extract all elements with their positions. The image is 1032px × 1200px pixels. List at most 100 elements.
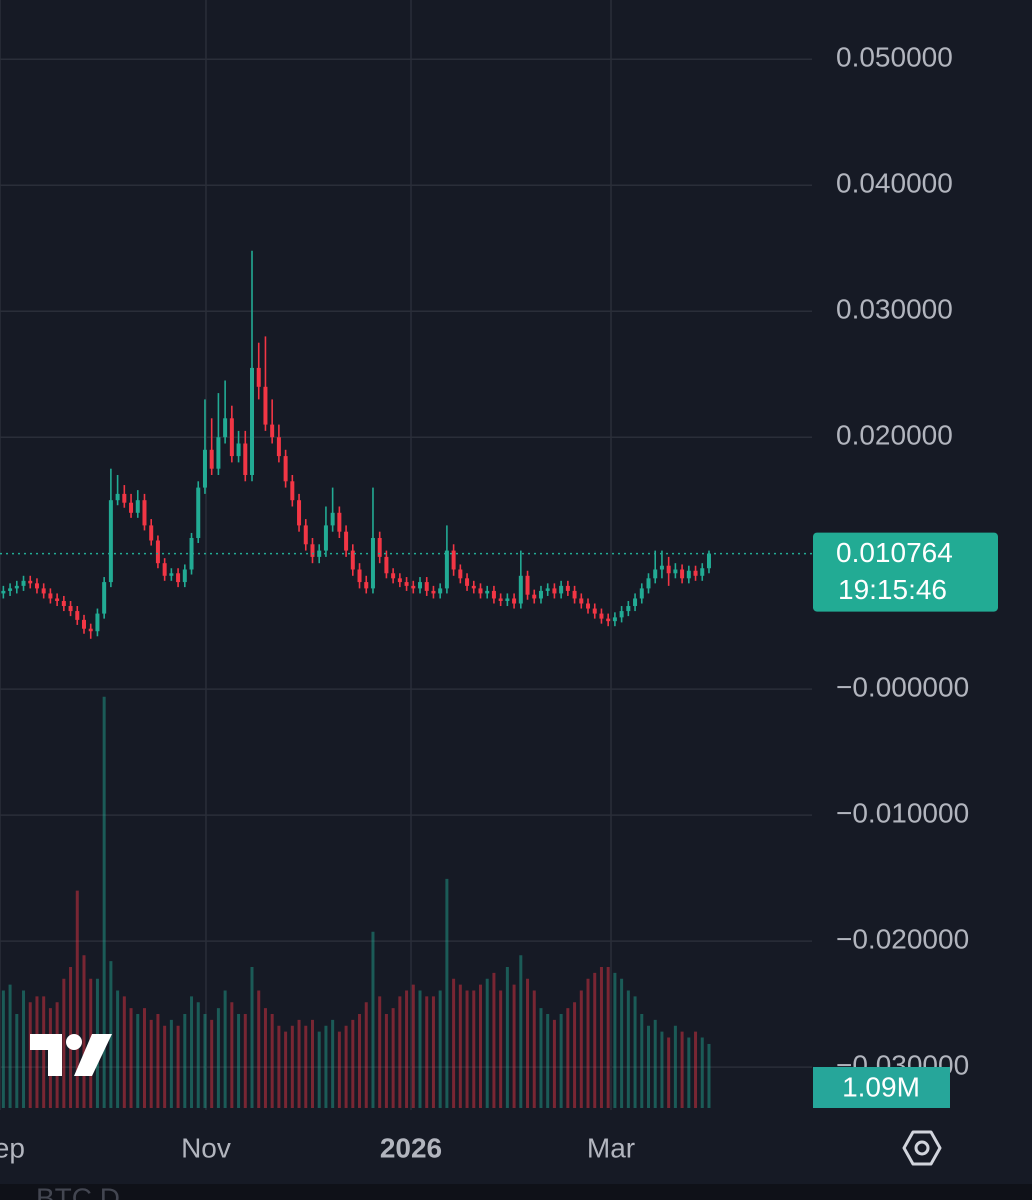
volume-bar — [445, 878, 449, 1108]
volume-bar — [284, 1031, 288, 1108]
candle-body — [357, 569, 362, 583]
volume-bar — [425, 996, 429, 1108]
candle-body — [653, 569, 658, 579]
candle-body — [229, 418, 234, 457]
candle-body — [666, 565, 671, 574]
volume-bar — [257, 990, 261, 1108]
candle-body — [404, 582, 409, 586]
volume-bar — [505, 967, 509, 1108]
candle-body — [162, 563, 167, 576]
symbol-label: BTC.D — [36, 1182, 120, 1200]
candle-body — [256, 367, 261, 387]
settings-icon[interactable] — [902, 1130, 942, 1166]
candle-body — [377, 537, 382, 557]
volume-bar — [156, 1014, 160, 1108]
candle-body — [236, 443, 241, 457]
volume-bar — [599, 967, 603, 1108]
candle-body — [176, 573, 181, 583]
candle-body — [330, 512, 335, 526]
last-price-box — [813, 532, 998, 612]
candle-body — [485, 590, 490, 594]
candle-body — [418, 582, 423, 589]
candle-body — [565, 585, 570, 591]
volume-bar — [667, 1037, 671, 1108]
candle-body — [149, 525, 154, 541]
volume-bar — [297, 1019, 301, 1108]
volume-bar — [210, 1019, 214, 1108]
volume-bar — [344, 1025, 348, 1108]
candle-body — [659, 565, 664, 570]
volume-bar — [183, 1014, 187, 1108]
volume-bar — [458, 984, 462, 1108]
volume-bar — [8, 984, 12, 1108]
candle-body — [612, 617, 617, 622]
candle-body — [370, 537, 375, 589]
volume-bar — [371, 931, 375, 1108]
volume-bar — [15, 1014, 19, 1108]
volume-bar — [405, 990, 409, 1108]
volume-bar — [270, 1014, 274, 1108]
candle-body — [491, 590, 496, 599]
volume-bar — [626, 990, 630, 1108]
volume-bar — [465, 990, 469, 1108]
candle-body — [323, 525, 328, 551]
y-tick-label: −0.000000 — [836, 672, 969, 703]
volume-bar — [237, 1014, 241, 1108]
candle-body — [135, 500, 140, 513]
volume-bar — [337, 1031, 341, 1108]
bottom-panel — [0, 1184, 1032, 1200]
volume-label: 1.09M — [842, 1071, 920, 1102]
grid — [0, 0, 812, 1110]
volume-bar — [499, 990, 503, 1108]
volume-bar — [512, 984, 516, 1108]
volume-bar — [546, 1014, 550, 1108]
candle-body — [297, 500, 302, 526]
volume-bar — [526, 978, 530, 1108]
volume-bar — [700, 1037, 704, 1108]
volume-box — [813, 1067, 950, 1108]
candle-body — [88, 628, 93, 632]
candle-body — [182, 569, 187, 583]
volume-bar — [169, 1019, 173, 1108]
candle-body — [411, 585, 416, 589]
volume-bar — [1, 990, 5, 1108]
volume-bar — [606, 967, 610, 1108]
candle-body — [538, 590, 543, 599]
candle-body — [142, 500, 147, 526]
candle-body — [250, 367, 255, 475]
candle-body — [14, 585, 19, 589]
candle-body — [75, 611, 80, 620]
candle-body — [102, 582, 107, 614]
candle-body — [216, 437, 221, 469]
candle-body — [189, 537, 194, 570]
volume-bar — [230, 1002, 234, 1108]
candle-body — [68, 606, 73, 612]
volume-bar — [384, 1014, 388, 1108]
volume-bar — [492, 972, 496, 1108]
candle-body — [639, 588, 644, 599]
volume-bar — [190, 996, 194, 1108]
candle-body — [95, 613, 100, 632]
candle-body — [686, 570, 691, 579]
candle-body — [693, 570, 698, 576]
volume-bar — [438, 990, 442, 1108]
volume-bar — [176, 1025, 180, 1108]
candle-body — [444, 550, 449, 589]
candle-body — [552, 588, 557, 594]
candle-body — [196, 487, 201, 538]
candle-body — [424, 582, 429, 591]
volume-bar — [351, 1019, 355, 1108]
candle-body — [633, 598, 638, 607]
volume-bar — [472, 990, 476, 1108]
candle-body — [646, 578, 651, 589]
volume-bar — [75, 890, 79, 1108]
candle-body — [122, 493, 127, 503]
volume-bar — [304, 1025, 308, 1108]
candle-body — [21, 580, 26, 586]
candle-body — [155, 540, 160, 564]
candle-body — [505, 598, 510, 601]
volume-bar — [263, 1008, 267, 1108]
candle-body — [283, 456, 288, 482]
volume-bar — [532, 990, 536, 1108]
candle-body — [28, 580, 33, 584]
